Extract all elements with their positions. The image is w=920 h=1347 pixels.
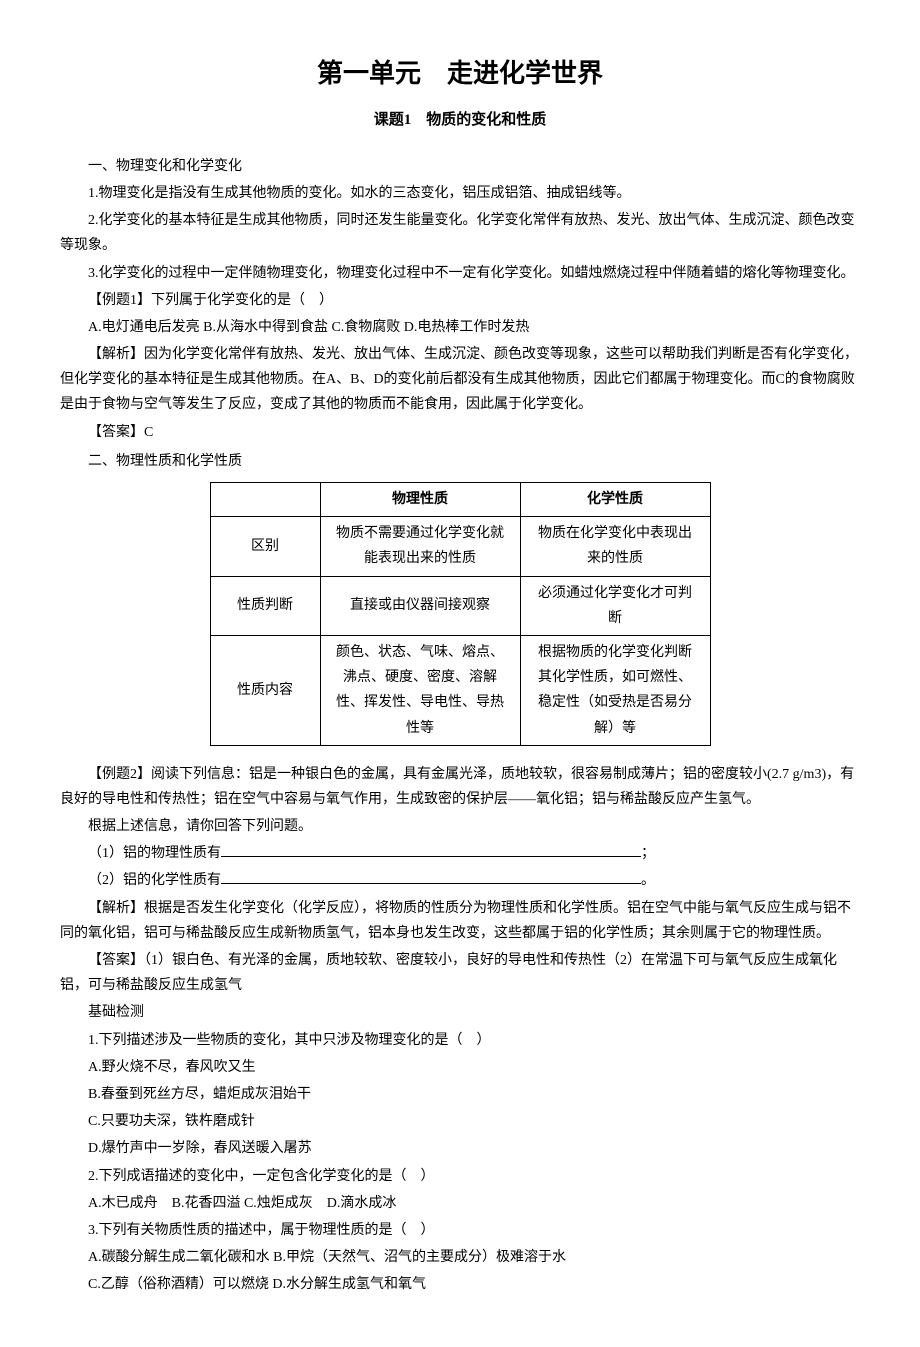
example2-q1: （1）铝的物理性质有 ； — [60, 841, 860, 866]
blank-line — [221, 843, 641, 857]
row-phys: 颜色、状态、气味、熔点、沸点、硬度、密度、溶解性、挥发性、导电性、导热性等 — [320, 635, 520, 745]
practice-q3-stem: 3.下列有关物质性质的描述中，属于物理性质的是（ ） — [60, 1218, 860, 1243]
row-label: 区别 — [210, 517, 320, 576]
unit-title: 第一单元 走进化学世界 — [60, 50, 860, 97]
example2-q2: （2）铝的化学性质有 。 — [60, 868, 860, 893]
practice-q1-c: C.只要功夫深，铁杵磨成针 — [60, 1109, 860, 1134]
row-chem: 必须通过化学变化才可判断 — [520, 576, 710, 635]
table-row: 性质内容 颜色、状态、气味、熔点、沸点、硬度、密度、溶解性、挥发性、导电性、导热… — [210, 635, 710, 745]
lesson-title: 课题1 物质的变化和性质 — [60, 107, 860, 134]
example2-prompt: 根据上述信息，请你回答下列问题。 — [60, 814, 860, 839]
row-phys: 物质不需要通过化学变化就能表现出来的性质 — [320, 517, 520, 576]
row-label: 性质判断 — [210, 576, 320, 635]
example1-options: A.电灯通电后发亮 B.从海水中得到食盐 C.食物腐败 D.电热棒工作时发热 — [60, 315, 860, 340]
row-label: 性质内容 — [210, 635, 320, 745]
properties-table-wrap: 物理性质 化学性质 区别 物质不需要通过化学变化就能表现出来的性质 物质在化学变… — [60, 482, 860, 746]
q2-label: （2）铝的化学性质有 — [88, 873, 221, 888]
practice-q1-d: D.爆竹声中一岁除，春风送暖入屠苏 — [60, 1136, 860, 1161]
practice-q1-stem: 1.下列描述涉及一些物质的变化，其中只涉及物理变化的是（ ） — [60, 1028, 860, 1053]
q1-label: （1）铝的物理性质有 — [88, 846, 221, 861]
th-physical: 物理性质 — [320, 483, 520, 517]
row-chem: 物质在化学变化中表现出来的性质 — [520, 517, 710, 576]
practice-q1-b: B.春蚕到死丝方尽，蜡炬成灰泪始干 — [60, 1082, 860, 1107]
example1-stem: 【例题1】下列属于化学变化的是（ ） — [60, 288, 860, 313]
example2-stem: 【例题2】阅读下列信息：铝是一种银白色的金属，具有金属光泽，质地较软，很容易制成… — [60, 762, 860, 812]
practice-q1-a: A.野火烧不尽，春风吹又生 — [60, 1055, 860, 1080]
s1-p3: 3.化学变化的过程中一定伴随物理变化，物理变化过程中不一定有化学变化。如蜡烛燃烧… — [60, 261, 860, 286]
s1-p1: 1.物理变化是指没有生成其他物质的变化。如水的三态变化，铝压成铝箔、抽成铝线等。 — [60, 181, 860, 206]
q2-tail: 。 — [641, 873, 655, 888]
blank-line — [221, 870, 641, 884]
example2-answer: 【答案】（1）银白色、有光泽的金属，质地较软、密度较小，良好的导电性和传热性（2… — [60, 948, 860, 998]
th-chemical: 化学性质 — [520, 483, 710, 517]
practice-heading: 基础检测 — [60, 1000, 860, 1025]
th-blank — [210, 483, 320, 517]
example1-answer: 【答案】C — [60, 420, 860, 445]
section2-heading: 二、物理性质和化学性质 — [60, 449, 860, 474]
example1-analysis: 【解析】因为化学变化常伴有放热、发光、放出气体、生成沉淀、颜色改变等现象，这些可… — [60, 342, 860, 418]
table-row: 区别 物质不需要通过化学变化就能表现出来的性质 物质在化学变化中表现出来的性质 — [210, 517, 710, 576]
practice-q2-stem: 2.下列成语描述的变化中，一定包含化学变化的是（ ） — [60, 1164, 860, 1189]
properties-table: 物理性质 化学性质 区别 物质不需要通过化学变化就能表现出来的性质 物质在化学变… — [210, 482, 711, 746]
q1-tail: ； — [641, 846, 655, 861]
row-phys: 直接或由仪器间接观察 — [320, 576, 520, 635]
example2-analysis: 【解析】根据是否发生化学变化（化学反应），将物质的性质分为物理性质和化学性质。铝… — [60, 896, 860, 946]
practice-q2-opts: A.木已成舟 B.花香四溢 C.烛炬成灰 D.滴水成冰 — [60, 1191, 860, 1216]
practice-q3-line1: A.碳酸分解生成二氧化碳和水 B.甲烷（天然气、沼气的主要成分）极难溶于水 — [60, 1245, 860, 1270]
table-row: 性质判断 直接或由仪器间接观察 必须通过化学变化才可判断 — [210, 576, 710, 635]
practice-q3-line2: C.乙醇（俗称酒精）可以燃烧 D.水分解生成氢气和氧气 — [60, 1272, 860, 1297]
s1-p2: 2.化学变化的基本特征是生成其他物质，同时还发生能量变化。化学变化常伴有放热、发… — [60, 208, 860, 258]
section1-heading: 一、物理变化和化学变化 — [60, 154, 860, 179]
table-header-row: 物理性质 化学性质 — [210, 483, 710, 517]
row-chem: 根据物质的化学变化判断其化学性质，如可燃性、稳定性（如受热是否易分解）等 — [520, 635, 710, 745]
